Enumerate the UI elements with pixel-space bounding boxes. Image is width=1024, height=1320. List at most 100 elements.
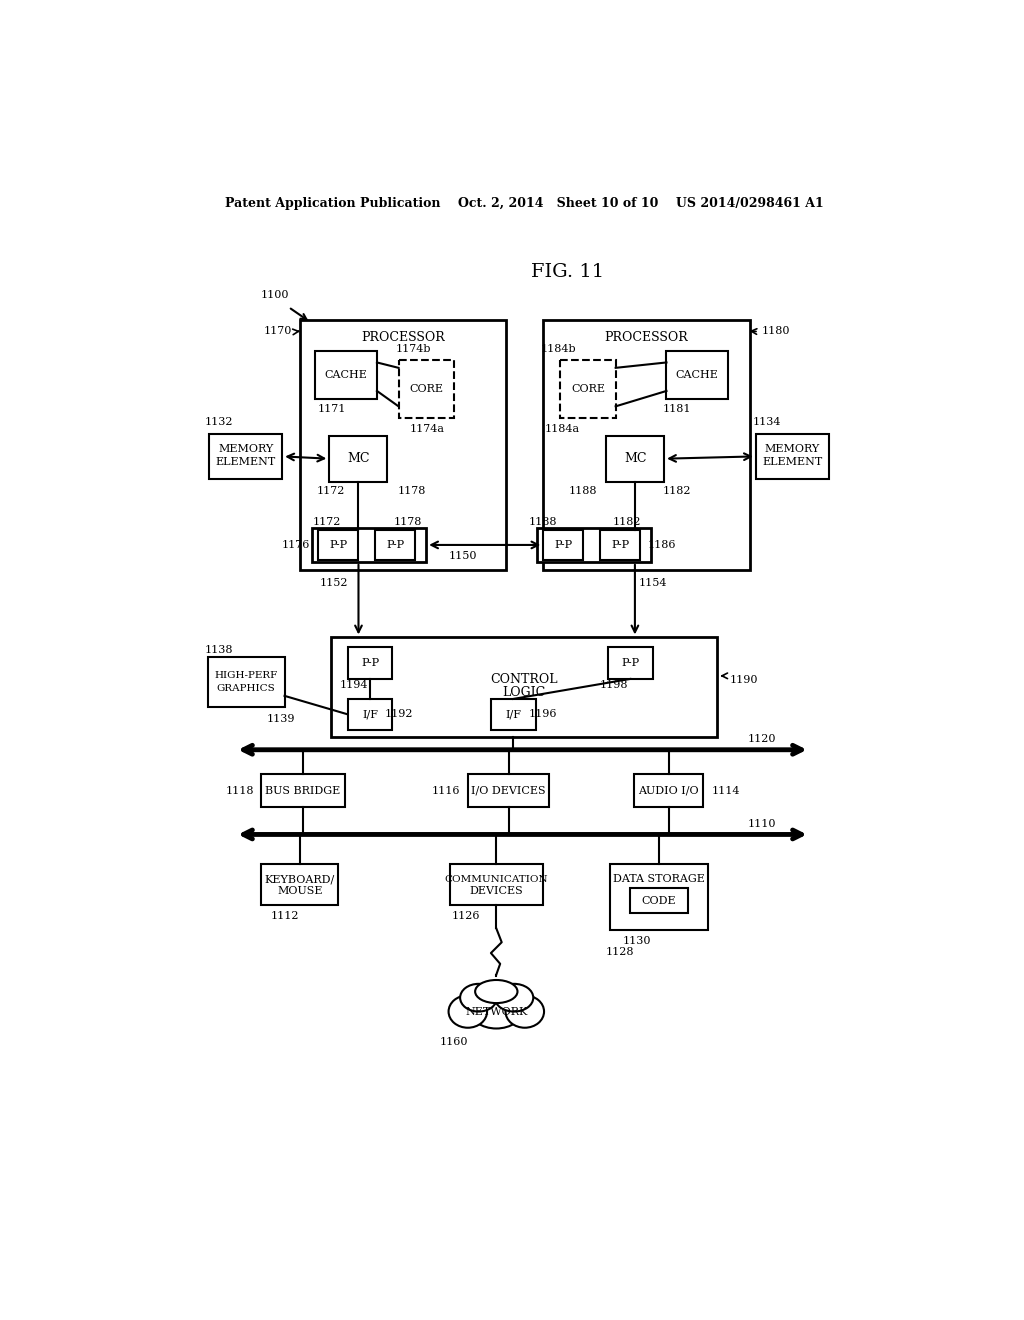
FancyBboxPatch shape: [630, 888, 688, 913]
Text: PROCESSOR: PROCESSOR: [604, 330, 688, 343]
Text: 1110: 1110: [748, 818, 776, 829]
Text: 1190: 1190: [730, 675, 758, 685]
Text: 1172: 1172: [312, 517, 341, 527]
Text: 1176: 1176: [282, 540, 310, 550]
Text: FIG. 11: FIG. 11: [531, 264, 604, 281]
FancyBboxPatch shape: [209, 434, 283, 479]
Text: 1196: 1196: [528, 709, 557, 719]
FancyBboxPatch shape: [609, 863, 708, 929]
Text: I/F: I/F: [362, 709, 378, 719]
Text: NETWORK: NETWORK: [465, 1007, 527, 1016]
FancyBboxPatch shape: [667, 351, 728, 399]
Text: LOGIC: LOGIC: [503, 686, 546, 700]
Ellipse shape: [469, 990, 523, 1028]
Text: 1170: 1170: [264, 326, 292, 335]
FancyBboxPatch shape: [544, 321, 750, 570]
Text: 1160: 1160: [439, 1038, 468, 1047]
Text: 1139: 1139: [266, 714, 295, 723]
Text: 1126: 1126: [452, 911, 480, 921]
FancyBboxPatch shape: [300, 321, 506, 570]
Text: MEMORY: MEMORY: [765, 445, 820, 454]
Text: 1174b: 1174b: [395, 345, 431, 354]
Text: 1134: 1134: [753, 417, 781, 426]
Text: KEYBOARD/: KEYBOARD/: [265, 875, 335, 884]
Text: ELEMENT: ELEMENT: [215, 457, 275, 467]
Text: P-P: P-P: [386, 540, 404, 550]
FancyBboxPatch shape: [398, 360, 454, 418]
FancyBboxPatch shape: [348, 700, 392, 730]
Text: BUS BRIDGE: BUS BRIDGE: [265, 785, 341, 796]
Text: 1152: 1152: [319, 578, 348, 589]
Text: 1192: 1192: [384, 709, 413, 719]
Text: 1100: 1100: [261, 289, 290, 300]
Text: MEMORY: MEMORY: [218, 445, 273, 454]
Text: 1114: 1114: [712, 785, 740, 796]
Text: MC: MC: [624, 453, 646, 465]
Ellipse shape: [475, 979, 517, 1003]
Text: 1180: 1180: [762, 326, 791, 335]
Text: 1188: 1188: [569, 486, 598, 496]
FancyBboxPatch shape: [331, 638, 717, 738]
Ellipse shape: [449, 995, 487, 1028]
Text: GRAPHICS: GRAPHICS: [217, 684, 275, 693]
Text: 1186: 1186: [648, 540, 677, 550]
Ellipse shape: [495, 983, 534, 1011]
Text: P-P: P-P: [361, 657, 379, 668]
Text: 1118: 1118: [225, 785, 254, 796]
Text: 1150: 1150: [449, 550, 477, 561]
Text: P-P: P-P: [611, 540, 630, 550]
Text: 1182: 1182: [613, 517, 641, 527]
FancyBboxPatch shape: [606, 436, 665, 482]
Text: CACHE: CACHE: [325, 370, 368, 380]
FancyBboxPatch shape: [538, 528, 651, 562]
Text: 1178: 1178: [397, 486, 426, 496]
FancyBboxPatch shape: [315, 351, 377, 399]
Text: 1182: 1182: [663, 486, 691, 496]
Text: 1172: 1172: [316, 486, 345, 496]
Text: CORE: CORE: [571, 384, 605, 393]
Text: P-P: P-P: [330, 540, 347, 550]
Text: 1154: 1154: [639, 578, 668, 589]
Text: HIGH-PERF: HIGH-PERF: [214, 672, 278, 680]
Text: DEVICES: DEVICES: [469, 887, 523, 896]
FancyBboxPatch shape: [261, 863, 339, 906]
Text: P-P: P-P: [554, 540, 572, 550]
FancyBboxPatch shape: [312, 528, 426, 562]
FancyBboxPatch shape: [600, 529, 640, 560]
Ellipse shape: [506, 995, 544, 1028]
Text: CONTROL: CONTROL: [490, 673, 558, 686]
Text: 1112: 1112: [270, 911, 299, 921]
Text: 1128: 1128: [605, 948, 634, 957]
Text: PROCESSOR: PROCESSOR: [361, 330, 445, 343]
Text: 1174a: 1174a: [410, 425, 444, 434]
Text: ELEMENT: ELEMENT: [762, 457, 822, 467]
FancyBboxPatch shape: [490, 700, 536, 730]
Text: 1171: 1171: [318, 404, 346, 413]
FancyBboxPatch shape: [608, 647, 652, 678]
Text: 1132: 1132: [205, 417, 233, 426]
Text: I/F: I/F: [505, 709, 521, 719]
Text: 1184a: 1184a: [544, 425, 580, 434]
Text: MC: MC: [347, 453, 370, 465]
FancyBboxPatch shape: [634, 775, 703, 807]
FancyBboxPatch shape: [348, 647, 392, 678]
Text: COMMUNICATION: COMMUNICATION: [444, 875, 548, 884]
Text: 1181: 1181: [663, 404, 691, 413]
Text: 1198: 1198: [600, 680, 629, 690]
FancyBboxPatch shape: [451, 863, 543, 906]
Text: CACHE: CACHE: [676, 370, 719, 380]
FancyBboxPatch shape: [756, 434, 829, 479]
Text: DATA STORAGE: DATA STORAGE: [612, 874, 705, 884]
FancyBboxPatch shape: [560, 360, 615, 418]
Text: P-P: P-P: [622, 657, 639, 668]
Text: 1184b: 1184b: [541, 345, 577, 354]
FancyBboxPatch shape: [208, 657, 285, 708]
Text: I/O DEVICES: I/O DEVICES: [471, 785, 546, 796]
FancyBboxPatch shape: [376, 529, 416, 560]
FancyBboxPatch shape: [318, 529, 358, 560]
Text: MOUSE: MOUSE: [278, 887, 323, 896]
FancyBboxPatch shape: [261, 775, 345, 807]
Text: CODE: CODE: [641, 896, 676, 906]
Text: 1130: 1130: [623, 936, 651, 945]
FancyBboxPatch shape: [468, 775, 550, 807]
